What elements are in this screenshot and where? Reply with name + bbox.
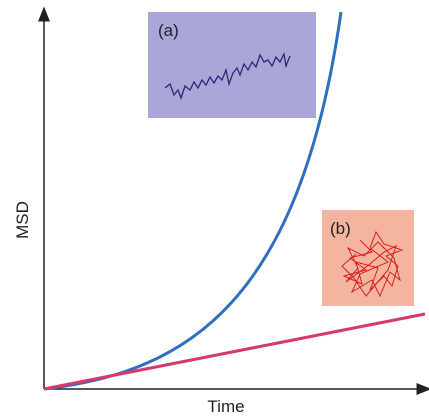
inset-a — [148, 12, 316, 118]
diffusive-trajectory — [341, 230, 404, 298]
diffusive-line — [43, 312, 426, 391]
inset-b-label: (b) — [330, 219, 351, 238]
ballistic-trajectory — [164, 51, 291, 100]
inset-b — [322, 210, 414, 306]
inset-a-label: (a) — [158, 21, 179, 40]
y-axis-label: MSD — [13, 201, 32, 239]
x-axis-label: Time — [207, 397, 244, 416]
